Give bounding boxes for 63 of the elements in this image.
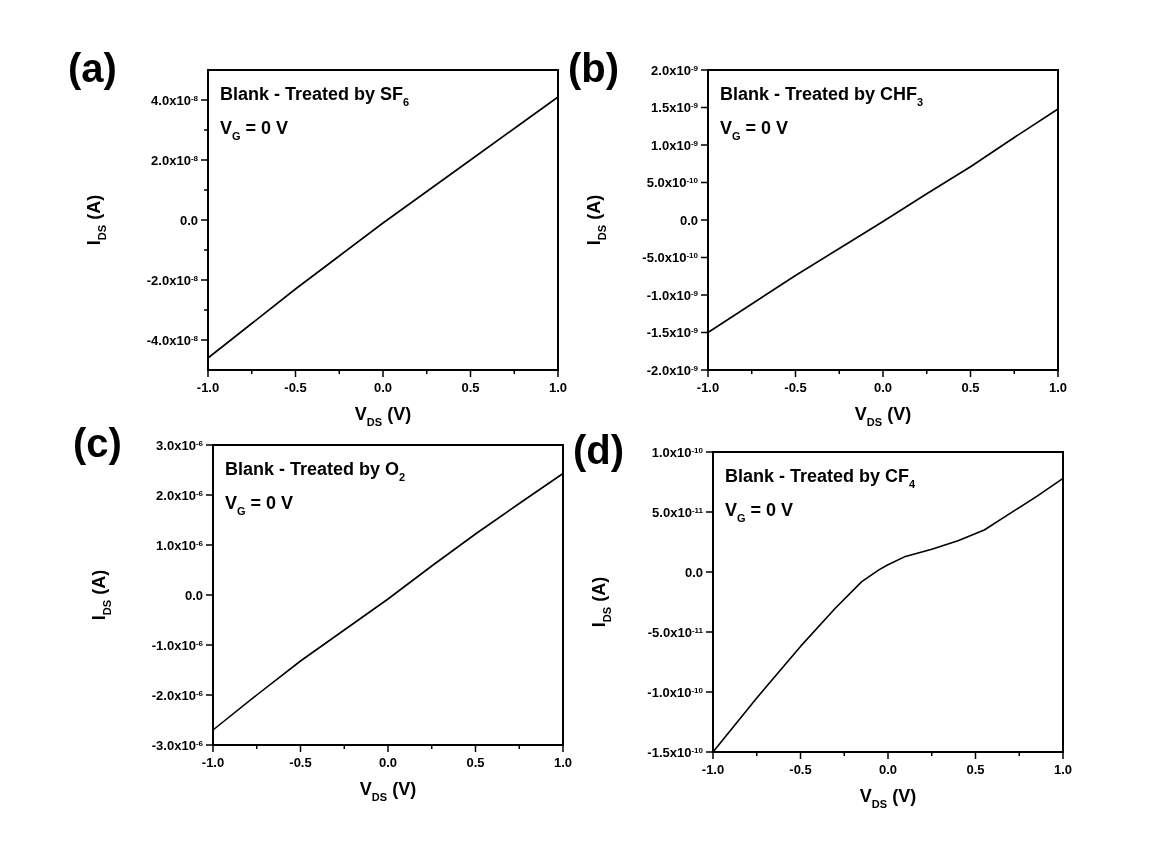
x-tick-label: 0.5	[461, 380, 480, 395]
chart-title: (d)	[573, 428, 625, 472]
annotation: Blank - Treated by CHF$_{3}$	[720, 84, 924, 108]
x-tick-label: 0.5	[966, 762, 985, 777]
y-tick-label: 1.0x10$^{-10}$	[651, 444, 704, 460]
x-tick-label: 1.0	[1053, 762, 1073, 777]
x-tick-label: -0.5	[289, 755, 312, 770]
x-axis-title: V$_{DS}$ (V)	[854, 404, 912, 428]
x-tick-label: 0.0	[373, 380, 393, 395]
y-tick-label: 1.0x10$^{-6}$	[156, 537, 204, 553]
y-tick-label: -2.0x10$^{-9}$	[646, 362, 699, 378]
x-tick-label: 0.0	[878, 762, 898, 777]
x-tick-label: -1.0	[196, 380, 220, 395]
annotation: Blank - Treated by CF$_{4}$	[725, 466, 917, 490]
y-tick-label: 0.0	[184, 587, 203, 603]
y-tick-label: -3.0x10$^{-6}$	[151, 737, 204, 753]
y-tick-label: -5.0x10$^{-11}$	[647, 624, 704, 640]
x-tick-label: 0.5	[466, 755, 485, 770]
chart-title: (b)	[568, 46, 620, 90]
x-tick-label: -1.0	[701, 762, 725, 777]
y-tick-label: -2.0x10$^{-6}$	[151, 687, 204, 703]
y-tick-label: 2.0x10$^{-6}$	[156, 487, 204, 503]
x-tick-label: 0.0	[873, 380, 893, 395]
y-tick-label: 0.0	[679, 212, 698, 228]
y-tick-label: 1.5x10$^{-9}$	[651, 100, 699, 116]
y-tick-label: 2.0x10$^{-9}$	[651, 62, 699, 78]
annotation: V$_{G}$ = 0 V	[220, 118, 289, 142]
y-tick-label: 5.0x10$^{-11}$	[652, 504, 704, 520]
y-tick-label: -1.0x10$^{-6}$	[151, 637, 204, 653]
x-tick-label: 1.0	[548, 380, 568, 395]
y-tick-label: 1.0x10$^{-9}$	[651, 137, 699, 153]
annotation: V$_{G}$ = 0 V	[225, 493, 294, 517]
x-axis-title: V$_{DS}$ (V)	[359, 779, 417, 803]
y-tick-label: 3.0x10$^{-6}$	[156, 437, 204, 453]
y-tick-label: 0.0	[684, 564, 703, 580]
x-tick-label: 0.5	[961, 380, 980, 395]
x-tick-label: -1.0	[201, 755, 225, 770]
x-tick-label: -1.0	[696, 380, 720, 395]
x-tick-label: 1.0	[1048, 380, 1068, 395]
y-tick-label: 0.0	[179, 212, 198, 228]
chart-title: (c)	[73, 421, 122, 465]
x-tick-label: 0.0	[378, 755, 398, 770]
x-tick-label: -0.5	[284, 380, 307, 395]
annotation: V$_{G}$ = 0 V	[720, 118, 789, 142]
x-tick-label: -0.5	[789, 762, 812, 777]
x-axis-title: V$_{DS}$ (V)	[354, 404, 412, 428]
y-tick-label: -1.5x10$^{-10}$	[647, 744, 704, 760]
x-tick-label: -0.5	[784, 380, 807, 395]
annotation: V$_{G}$ = 0 V	[725, 500, 794, 524]
chart-title: (a)	[68, 46, 117, 90]
y-tick-label: 5.0x10$^{-10}$	[646, 175, 699, 191]
x-axis-title: V$_{DS}$ (V)	[859, 786, 917, 810]
y-tick-label: -1.0x10$^{-10}$	[647, 684, 704, 700]
annotation: Blank - Treated by SF$_{6}$	[220, 84, 410, 108]
y-tick-label: -2.0x10$^{-8}$	[146, 272, 199, 288]
y-tick-label: -1.0x10$^{-9}$	[646, 287, 699, 303]
annotation: Blank - Treated by O$_{2}$	[225, 459, 406, 483]
y-tick-label: 2.0x10$^{-8}$	[151, 152, 199, 168]
x-tick-label: 1.0	[553, 755, 573, 770]
y-tick-label: -1.5x10$^{-9}$	[646, 325, 699, 341]
y-tick-label: 4.0x10$^{-8}$	[151, 92, 199, 108]
y-tick-label: -5.0x10$^{-10}$	[642, 250, 699, 266]
y-tick-label: -4.0x10$^{-8}$	[146, 332, 199, 348]
